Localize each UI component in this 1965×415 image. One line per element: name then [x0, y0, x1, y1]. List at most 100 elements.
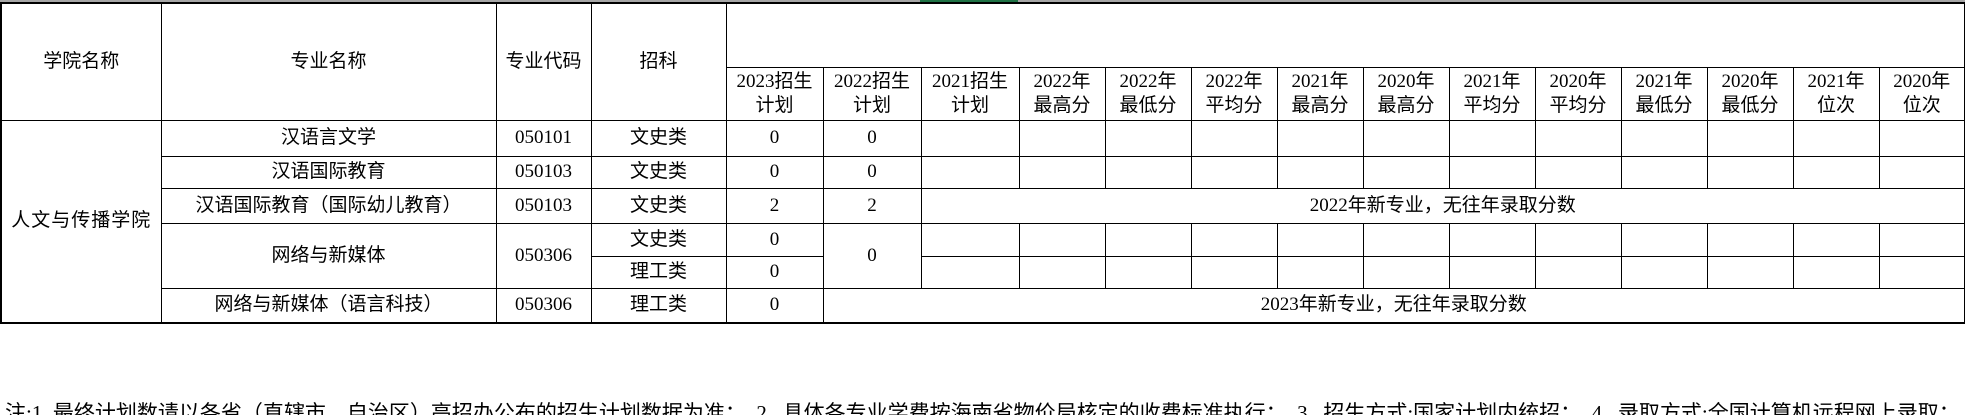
- plan-2022-cell[interactable]: 0: [822, 119, 922, 157]
- footnote-line-1: 注:1. 最终计划数请以各省（直辖市、自治区）高招办公布的招生计划数据为准； 2…: [5, 401, 1960, 415]
- col-header-min-2020[interactable]: 2020年 最低分: [1706, 66, 1794, 121]
- major-cell[interactable]: 汉语国际教育（国际幼儿教育）: [160, 187, 497, 224]
- plan-2023-cell[interactable]: 0: [725, 287, 824, 324]
- col-header-major[interactable]: 专业名称: [160, 2, 497, 121]
- empty-cell[interactable]: [1792, 222, 1880, 257]
- col-header-max-2022[interactable]: 2022年 最高分: [1018, 66, 1106, 121]
- empty-cell[interactable]: [1362, 119, 1450, 157]
- empty-cell[interactable]: [1276, 155, 1364, 189]
- subject-cell[interactable]: 文史类: [590, 187, 727, 224]
- code-cell[interactable]: 050306: [495, 222, 592, 289]
- empty-cell[interactable]: [1104, 222, 1192, 257]
- empty-cell[interactable]: [1276, 255, 1364, 289]
- col-header-min-2021[interactable]: 2021年 最低分: [1620, 66, 1708, 121]
- empty-cell[interactable]: [1534, 155, 1622, 189]
- col-header-college[interactable]: 学院名称: [0, 2, 162, 121]
- col-header-line1: 2021年: [1291, 70, 1349, 92]
- major-cell[interactable]: 网络与新媒体（语言科技）: [160, 287, 497, 324]
- col-header-plan-2023[interactable]: 2023招生 计划: [725, 66, 824, 121]
- empty-cell[interactable]: [1878, 222, 1965, 257]
- new-major-note-cell[interactable]: 2022年新专业，无往年录取分数: [920, 187, 1965, 224]
- plan-2023-cell[interactable]: 0: [725, 119, 824, 157]
- col-header-line1: 2021招生: [931, 70, 1008, 92]
- empty-cell[interactable]: [1104, 119, 1192, 157]
- plan-2023-cell[interactable]: 0: [725, 255, 824, 289]
- empty-cell[interactable]: [1448, 222, 1536, 257]
- subject-cell[interactable]: 理工类: [590, 287, 727, 324]
- subject-cell[interactable]: 文史类: [590, 222, 727, 257]
- empty-cell[interactable]: [1620, 155, 1708, 189]
- major-cell[interactable]: 网络与新媒体: [160, 222, 497, 289]
- empty-cell[interactable]: [920, 222, 1020, 257]
- major-cell[interactable]: 汉语国际教育: [160, 155, 497, 189]
- empty-cell[interactable]: [1878, 255, 1965, 289]
- empty-cell[interactable]: [1706, 119, 1794, 157]
- col-header-rank-2021[interactable]: 2021年 位次: [1792, 66, 1880, 121]
- empty-cell[interactable]: [1448, 255, 1536, 289]
- table-row: 网络与新媒体 050306 文史类 0 0: [1, 222, 1965, 289]
- college-name-cell[interactable]: 人文与传播学院: [0, 119, 162, 324]
- subject-cell[interactable]: 文史类: [590, 119, 727, 157]
- empty-cell[interactable]: [1276, 119, 1364, 157]
- empty-cell[interactable]: [1190, 255, 1278, 289]
- plan-2023-cell[interactable]: 0: [725, 222, 824, 257]
- empty-cell[interactable]: [1448, 155, 1536, 189]
- empty-cell[interactable]: [1276, 222, 1364, 257]
- empty-cell[interactable]: [1362, 255, 1450, 289]
- empty-cell[interactable]: [920, 119, 1020, 157]
- empty-cell[interactable]: [1534, 119, 1622, 157]
- empty-cell[interactable]: [1620, 119, 1708, 157]
- empty-cell[interactable]: [1190, 155, 1278, 189]
- empty-cell[interactable]: [1018, 255, 1106, 289]
- plan-2023-cell[interactable]: 0: [725, 155, 824, 189]
- col-header-avg-2022[interactable]: 2022年 平均分: [1190, 66, 1278, 121]
- empty-cell[interactable]: [1104, 255, 1192, 289]
- code-cell[interactable]: 050101: [495, 119, 592, 157]
- col-header-subject[interactable]: 招科: [590, 2, 727, 121]
- empty-cell[interactable]: [1018, 222, 1106, 257]
- empty-cell[interactable]: [1018, 119, 1106, 157]
- empty-cell[interactable]: [1534, 222, 1622, 257]
- code-cell[interactable]: 050103: [495, 187, 592, 224]
- plan-2022-cell[interactable]: 0: [822, 155, 922, 189]
- empty-cell[interactable]: [1878, 155, 1965, 189]
- empty-cell[interactable]: [1706, 155, 1794, 189]
- empty-cell[interactable]: [1104, 155, 1192, 189]
- empty-cell[interactable]: [1706, 255, 1794, 289]
- col-header-rank-2020[interactable]: 2020年 位次: [1878, 66, 1965, 121]
- empty-cell[interactable]: [1362, 155, 1450, 189]
- empty-cell[interactable]: [1620, 255, 1708, 289]
- col-header-max-2021[interactable]: 2021年 最高分: [1276, 66, 1364, 121]
- subject-cell[interactable]: 理工类: [590, 255, 727, 289]
- col-header-plan-2021[interactable]: 2021招生 计划: [920, 66, 1020, 121]
- col-header-avg-2021[interactable]: 2021年 平均分: [1448, 66, 1536, 121]
- empty-cell[interactable]: [920, 155, 1020, 189]
- empty-cell[interactable]: [1190, 222, 1278, 257]
- plan-2022-cell[interactable]: 0: [822, 222, 922, 289]
- plan-2023-cell[interactable]: 2: [725, 187, 824, 224]
- col-header-avg-2020[interactable]: 2020年 平均分: [1534, 66, 1622, 121]
- code-cell[interactable]: 050103: [495, 155, 592, 189]
- col-header-years-group-blank[interactable]: [725, 2, 1965, 68]
- empty-cell[interactable]: [1362, 222, 1450, 257]
- code-cell[interactable]: 050306: [495, 287, 592, 324]
- empty-cell[interactable]: [1878, 119, 1965, 157]
- plan-2022-cell[interactable]: 2: [822, 187, 922, 224]
- col-header-min-2022[interactable]: 2022年 最低分: [1104, 66, 1192, 121]
- empty-cell[interactable]: [1792, 155, 1880, 189]
- empty-cell[interactable]: [1706, 222, 1794, 257]
- empty-cell[interactable]: [1792, 119, 1880, 157]
- empty-cell[interactable]: [1792, 255, 1880, 289]
- new-major-note-cell[interactable]: 2023年新专业，无往年录取分数: [822, 287, 1965, 324]
- major-cell[interactable]: 汉语言文学: [160, 119, 497, 157]
- empty-cell[interactable]: [1190, 119, 1278, 157]
- col-header-max-2020[interactable]: 2020年 最高分: [1362, 66, 1450, 121]
- empty-cell[interactable]: [1534, 255, 1622, 289]
- empty-cell[interactable]: [1620, 222, 1708, 257]
- col-header-plan-2022[interactable]: 2022招生 计划: [822, 66, 922, 121]
- col-header-code[interactable]: 专业代码: [495, 2, 592, 121]
- empty-cell[interactable]: [920, 255, 1020, 289]
- empty-cell[interactable]: [1448, 119, 1536, 157]
- empty-cell[interactable]: [1018, 155, 1106, 189]
- subject-cell[interactable]: 文史类: [590, 155, 727, 189]
